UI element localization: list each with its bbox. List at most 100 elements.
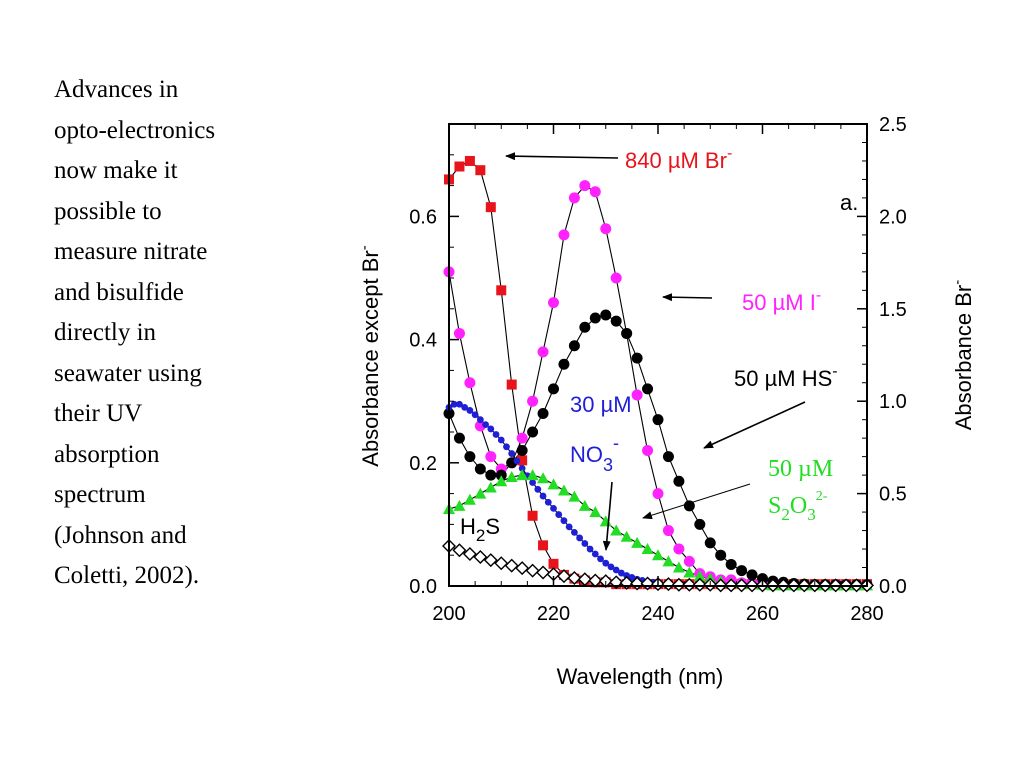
y-left-axis-title: Absorbance except Br- [356, 245, 383, 466]
description-line: measure nitrate [54, 238, 208, 265]
series-point [495, 469, 507, 481]
description-line: absorption [54, 440, 160, 468]
y-left-title-text: Absorbance except Br [358, 250, 383, 466]
series-point [556, 569, 571, 584]
series-point [508, 450, 516, 457]
series-point [662, 451, 674, 463]
series-point [466, 407, 474, 414]
series-point [534, 485, 542, 493]
y-right-tick-label: 0.5 [879, 484, 907, 506]
series-point [683, 555, 695, 567]
series-point [671, 577, 686, 592]
no3-label-sub: 3 [603, 455, 613, 475]
series-point [600, 223, 612, 235]
s2o3-label-s: S [768, 493, 781, 519]
series-point [527, 395, 539, 407]
series-point [642, 444, 654, 456]
h2s-label-s: S [485, 514, 500, 539]
series-point [558, 358, 570, 370]
series-point [623, 572, 631, 579]
series-point [539, 492, 547, 500]
s2o3-label-line1: 50 µM [768, 456, 833, 482]
series-point [591, 550, 599, 558]
y-left-tick-label: 0.0 [409, 576, 437, 598]
y-right-tick-label: 2.5 [879, 114, 907, 136]
h2s-label: H2S [460, 514, 500, 545]
panel-label: a. [840, 190, 858, 215]
s2o3-arrow [642, 483, 751, 520]
series-point [462, 546, 477, 561]
series-point [474, 463, 486, 475]
x-tick-label: 260 [746, 603, 779, 625]
y-left-tick-label: 0.4 [409, 330, 437, 352]
series-point [536, 565, 551, 580]
series-point [492, 431, 500, 438]
series-point [589, 506, 602, 518]
series-point [683, 500, 695, 512]
series-point [652, 488, 664, 500]
series-point [612, 566, 620, 574]
series-point [662, 525, 674, 537]
series-point [503, 443, 510, 451]
hs-label-sup: - [832, 363, 837, 380]
description-line: now make it [54, 157, 178, 184]
series-point [662, 555, 675, 567]
series-point [547, 478, 560, 490]
iodide-label-text: 50 µM I [742, 290, 816, 315]
no3-label-sup: - [613, 433, 619, 453]
series-point [484, 481, 497, 493]
y-right-title-sup: - [949, 280, 966, 285]
series-point [450, 400, 458, 408]
series-point [579, 321, 591, 333]
series-point [620, 530, 633, 542]
series-point [683, 566, 696, 578]
series-point [631, 536, 644, 548]
br-label-text: 840 µM Br [625, 148, 727, 173]
series-point [453, 499, 466, 511]
series-point [672, 561, 685, 573]
h2s-label-h: H [460, 514, 476, 539]
s2o3-label-o: O [790, 493, 807, 519]
series-point [682, 577, 697, 592]
series-point [454, 161, 465, 172]
series-point [550, 504, 557, 512]
series-point [558, 229, 570, 241]
description-line: directly in [54, 319, 157, 346]
series-point [641, 543, 654, 555]
series-point [586, 545, 594, 553]
x-tick-label: 220 [537, 603, 570, 625]
series-point [505, 470, 518, 482]
x-axis-title: Wavelength (nm) [557, 664, 724, 689]
series-point [565, 523, 573, 531]
series-point [597, 555, 604, 563]
series-point [692, 577, 707, 592]
svg-text:Absorbance except Br-: Absorbance except Br- [356, 245, 383, 466]
series-point [518, 464, 526, 472]
series-point [463, 493, 476, 505]
series-point [610, 315, 622, 327]
series-point [694, 518, 706, 530]
series-point [725, 558, 737, 570]
series-point [736, 565, 748, 577]
no3-arrow [602, 481, 613, 551]
series-point [673, 475, 685, 487]
series-point [537, 408, 549, 420]
series-point [485, 202, 496, 213]
series-point [581, 540, 589, 547]
series-point [602, 559, 610, 567]
series-point [621, 327, 633, 339]
tick-labels: 200 220 240 260 280 0.0 0.2 0.4 0.6 0.0 0.5 1.0 1.5 2… [409, 114, 907, 625]
series-point [485, 469, 497, 481]
series-point [452, 543, 467, 558]
series-point [568, 192, 580, 204]
series-point [628, 573, 636, 581]
s2o3-label-sub2: 3 [807, 505, 816, 524]
series-point [538, 540, 549, 551]
series-point [610, 272, 622, 284]
series-point [526, 469, 539, 481]
series-point [453, 432, 465, 444]
series-point [516, 432, 528, 444]
hs-arrow [703, 401, 806, 449]
series-point [485, 451, 497, 463]
